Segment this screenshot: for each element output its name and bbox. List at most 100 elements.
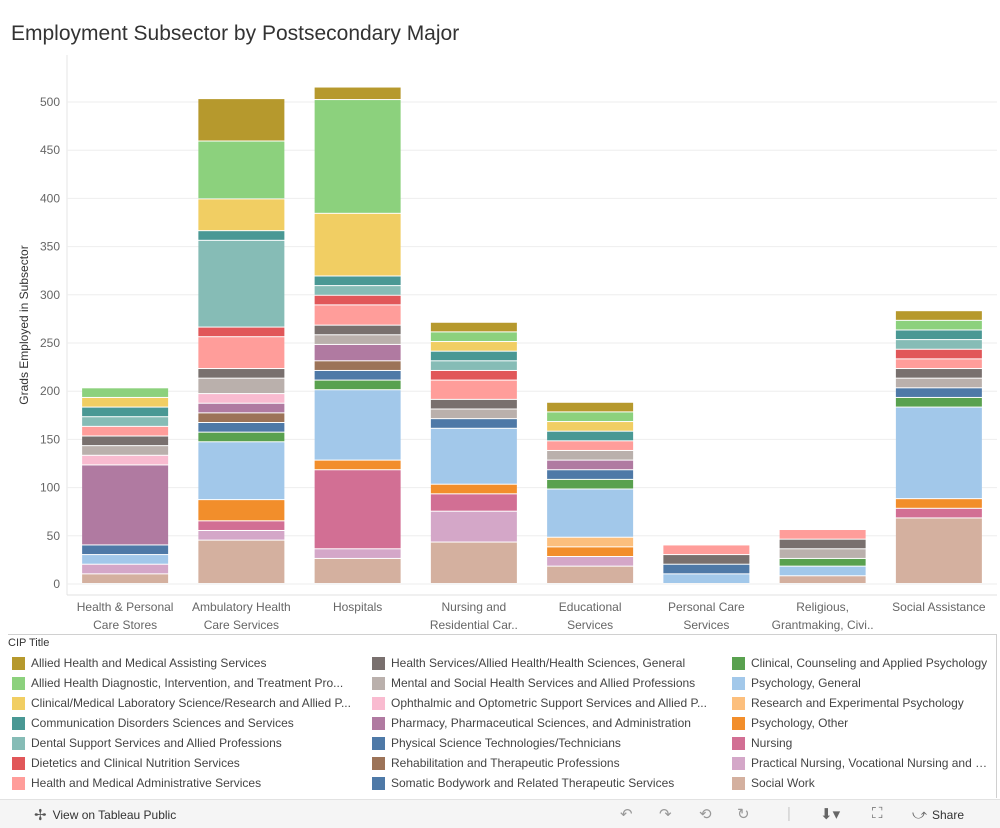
bar-segment bbox=[198, 442, 285, 500]
x-tick-label: Services bbox=[683, 618, 729, 632]
legend-item[interactable]: Clinical, Counseling and Applied Psychol… bbox=[732, 655, 994, 671]
legend: Allied Health and Medical Assisting Serv… bbox=[8, 634, 997, 798]
bar-segment bbox=[547, 537, 634, 547]
legend-item[interactable]: Health and Medical Administrative Servic… bbox=[12, 775, 362, 791]
bar-segment bbox=[82, 397, 169, 407]
bar-segment bbox=[314, 558, 401, 583]
redo-icon[interactable]: ↷ bbox=[659, 806, 672, 823]
bar-segment bbox=[430, 428, 517, 484]
legend-item[interactable]: Clinical/Medical Laboratory Science/Rese… bbox=[12, 695, 362, 711]
legend-item[interactable]: Nursing bbox=[732, 735, 994, 751]
bar-segment bbox=[895, 407, 982, 499]
bar-segment bbox=[314, 470, 401, 549]
bar-segment bbox=[430, 361, 517, 370]
bar-segment bbox=[779, 558, 866, 566]
bar-segment bbox=[314, 390, 401, 460]
legend-item[interactable]: Mental and Social Health Services and Al… bbox=[372, 675, 724, 691]
y-tick-label: 450 bbox=[40, 143, 60, 157]
share-icon: ⤻ bbox=[912, 806, 927, 822]
legend-item[interactable]: Dental Support Services and Allied Profe… bbox=[12, 735, 362, 751]
bar-segment bbox=[547, 479, 634, 489]
legend-label: Social Work bbox=[751, 776, 815, 790]
undo-icon[interactable]: ↶ bbox=[620, 806, 633, 823]
legend-label: Practical Nursing, Vocational Nursing an… bbox=[751, 756, 994, 770]
bar-segment bbox=[430, 511, 517, 542]
x-tick-label: Ambulatory Health bbox=[192, 600, 291, 614]
legend-swatch bbox=[372, 676, 385, 690]
bar-segment bbox=[198, 337, 285, 369]
bar-segment bbox=[82, 426, 169, 436]
x-tick-label: Educational bbox=[559, 600, 622, 614]
bar-segment bbox=[314, 549, 401, 558]
legend-item[interactable]: Allied Health Diagnostic, Intervention, … bbox=[12, 675, 362, 691]
y-tick-label: 400 bbox=[40, 191, 60, 205]
legend-label: Somatic Bodywork and Related Therapeutic… bbox=[391, 776, 675, 790]
bar-segment bbox=[663, 564, 750, 574]
legend-item[interactable]: Somatic Bodywork and Related Therapeutic… bbox=[372, 775, 724, 791]
bar-segment bbox=[547, 431, 634, 441]
bar-segment bbox=[198, 99, 285, 141]
x-tick-label: Care Services bbox=[204, 618, 279, 632]
legend-item[interactable]: Ophthalmic and Optometric Support Servic… bbox=[372, 695, 724, 711]
x-tick-label: Care Stores bbox=[93, 618, 157, 632]
x-tick-label: Religious, bbox=[796, 600, 849, 614]
view-on-tableau-link[interactable]: ✢ View on Tableau Public bbox=[34, 806, 176, 824]
bar-segment bbox=[895, 359, 982, 369]
bar-segment bbox=[198, 413, 285, 423]
revert-icon[interactable]: ⟲ bbox=[699, 806, 712, 823]
legend-item[interactable]: Dietetics and Clinical Nutrition Service… bbox=[12, 755, 362, 771]
bar-segment bbox=[430, 494, 517, 511]
y-tick-label: 50 bbox=[47, 529, 61, 543]
bar-segment bbox=[895, 320, 982, 330]
bar-segment bbox=[198, 231, 285, 240]
bar-segment bbox=[198, 378, 285, 394]
legend-swatch bbox=[372, 696, 385, 710]
legend-item[interactable]: Psychology, General bbox=[732, 675, 994, 691]
legend-item[interactable]: Communication Disorders Sciences and Ser… bbox=[12, 715, 362, 731]
bar-segment bbox=[430, 370, 517, 380]
legend-label: Health and Medical Administrative Servic… bbox=[31, 776, 262, 790]
legend-swatch bbox=[732, 676, 745, 690]
bar-segment bbox=[198, 403, 285, 413]
legend-item[interactable]: Practical Nursing, Vocational Nursing an… bbox=[732, 755, 994, 771]
legend-item[interactable]: Allied Health and Medical Assisting Serv… bbox=[12, 655, 362, 671]
legend-item[interactable]: Pharmacy, Pharmaceutical Sciences, and A… bbox=[372, 715, 724, 731]
legend-item[interactable]: Health Services/Allied Health/Health Sci… bbox=[372, 655, 724, 671]
x-tick-label: Personal Care bbox=[668, 600, 745, 614]
refresh-icon[interactable]: ↻ bbox=[737, 806, 750, 823]
bar-segment bbox=[895, 508, 982, 518]
legend-swatch bbox=[732, 756, 745, 770]
bar-segment bbox=[547, 422, 634, 431]
x-tick-label: Services bbox=[567, 618, 613, 632]
bar-segment bbox=[779, 576, 866, 583]
legend-item[interactable]: Social Work bbox=[732, 775, 994, 791]
legend-label: Pharmacy, Pharmaceutical Sciences, and A… bbox=[391, 716, 691, 730]
bar-segment bbox=[82, 564, 169, 574]
bar-segment bbox=[779, 530, 866, 539]
legend-label: Rehabilitation and Therapeutic Professio… bbox=[391, 756, 620, 770]
bar-segment bbox=[314, 325, 401, 335]
fullscreen-icon[interactable]: ⛶ bbox=[872, 805, 883, 822]
download-icon[interactable]: ⬇▾ bbox=[820, 806, 841, 823]
x-tick-label: Residential Car.. bbox=[430, 618, 518, 632]
share-button[interactable]: ⤻ Share bbox=[912, 806, 964, 823]
bar-segment bbox=[198, 423, 285, 432]
y-tick-label: 350 bbox=[40, 240, 60, 254]
legend-item[interactable]: Rehabilitation and Therapeutic Professio… bbox=[372, 755, 724, 771]
bar-segment bbox=[314, 305, 401, 325]
x-tick-label: Social Assistance bbox=[892, 600, 986, 614]
legend-item[interactable]: Physical Science Technologies/Technician… bbox=[372, 735, 724, 751]
bar-segment bbox=[198, 530, 285, 540]
bar-segment bbox=[430, 419, 517, 428]
bar-segment bbox=[895, 311, 982, 320]
bar-segment bbox=[198, 500, 285, 521]
legend-label: Allied Health Diagnostic, Intervention, … bbox=[31, 676, 344, 690]
legend-swatch bbox=[732, 696, 745, 710]
bar-segment bbox=[547, 402, 634, 412]
bar-segment bbox=[314, 295, 401, 305]
legend-label: Dietetics and Clinical Nutrition Service… bbox=[31, 756, 240, 770]
legend-label: Nursing bbox=[751, 736, 793, 750]
legend-item[interactable]: Research and Experimental Psychology bbox=[732, 695, 994, 711]
y-axis-label: Grads Employed in Subsector bbox=[17, 245, 31, 404]
legend-item[interactable]: Psychology, Other bbox=[732, 715, 994, 731]
